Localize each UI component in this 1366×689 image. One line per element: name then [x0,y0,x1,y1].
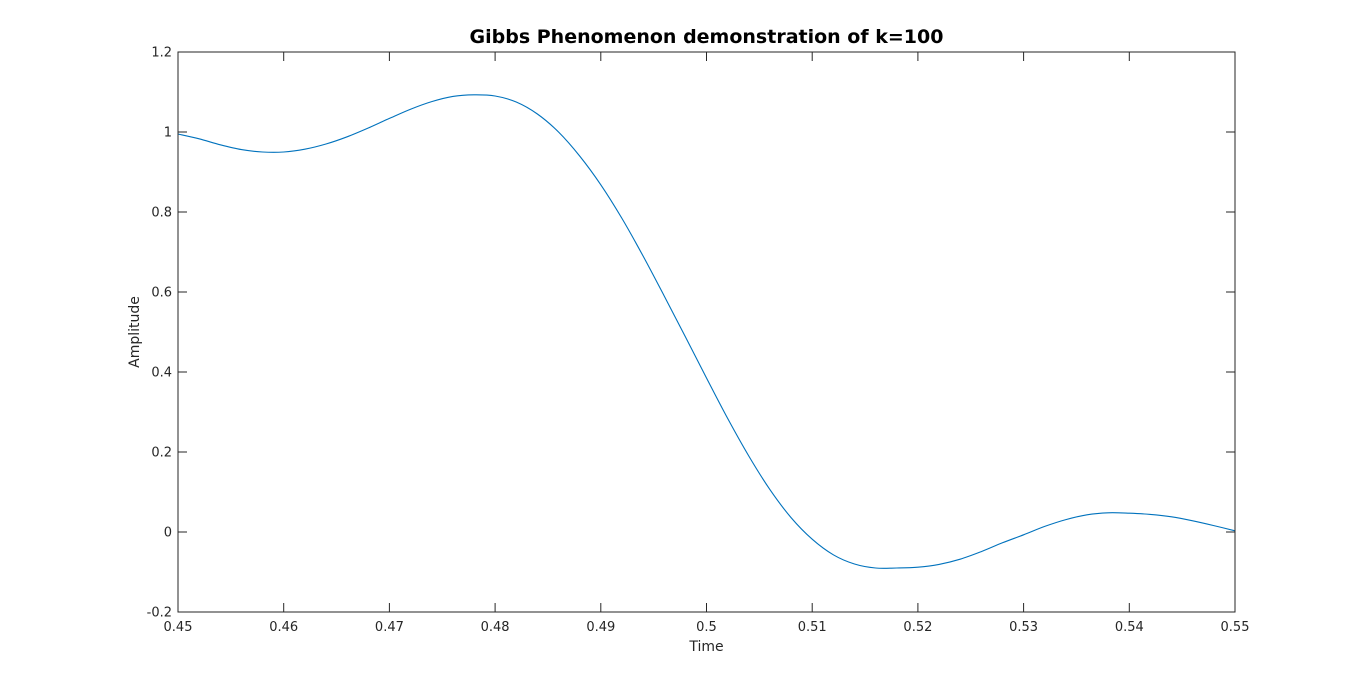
y-tick-label: 0.2 [151,446,172,461]
y-tick-label: 1 [164,126,172,141]
y-axis-ticks: -0.2 0 0.2 0.4 0.6 0.8 1 1.2 [147,46,1235,621]
x-tick-label: 0.54 [1115,620,1144,635]
x-tick-label: 0.49 [586,620,615,635]
y-tick-label: 0.8 [151,206,172,221]
x-tick-label: 0.5 [696,620,717,635]
x-axis-ticks: 0.45 0.46 0.47 0.48 0.49 0.5 0.51 0.52 0.53 0.54 0… [164,52,1250,635]
y-axis-label: Amplitude [127,296,143,368]
y-tick-label: 0 [164,526,172,541]
x-tick-label: 0.55 [1221,620,1250,635]
x-tick-label: 0.48 [481,620,510,635]
series-line [177,94,1236,569]
x-tick-label: 0.52 [903,620,932,635]
x-axis-label: Time [688,639,723,655]
axes-background [178,52,1235,612]
x-tick-label: 0.46 [269,620,298,635]
x-tick-label: 0.47 [375,620,404,635]
x-tick-label: 0.45 [164,620,193,635]
y-tick-label: -0.2 [147,606,172,621]
plot-area [177,94,1236,569]
x-tick-label: 0.51 [798,620,827,635]
x-tick-label: 0.53 [1009,620,1038,635]
y-tick-label: 0.6 [151,286,172,301]
y-tick-label: 0.4 [151,366,172,381]
y-tick-label: 1.2 [151,46,172,61]
chart-title: Gibbs Phenomenon demonstration of k=100 [470,26,944,48]
